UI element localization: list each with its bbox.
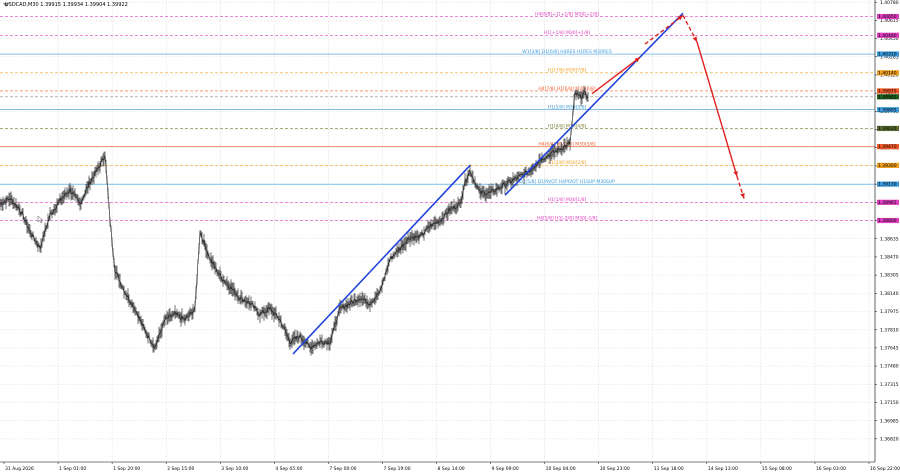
level-label: H1[4/8] M30[4/8] — [548, 123, 587, 129]
level-label: W1[3/8] D1[6/8] H4RES H1RES M30RES — [522, 49, 612, 55]
x-tick-label: 8 Sep 14:00 — [438, 466, 465, 472]
trend-lines — [292, 12, 684, 355]
forecast-arrow-line — [591, 56, 641, 95]
x-tick-label: 1 Sep 20:00 — [113, 466, 140, 472]
price-tag — [877, 125, 899, 132]
price-tag-label: 1.39975 — [878, 89, 897, 95]
x-tick-label: 7 Sep 19:00 — [383, 466, 410, 472]
level-label: H1[1/8] M30[1/8] — [548, 197, 587, 203]
level-label: H1[5/8] M30[5/8] — [548, 105, 587, 111]
price-tag-label: 1.40140 — [878, 70, 897, 76]
trend-line — [504, 12, 684, 196]
forecast-arrows — [591, 14, 745, 199]
price-tag — [877, 88, 899, 94]
y-tick-label: 1.38305 — [880, 273, 899, 279]
x-tick-label: 2 Sep 15:00 — [167, 466, 194, 472]
forecast-arrow-line — [696, 41, 738, 177]
price-tag — [877, 199, 899, 205]
y-tick-label: 1.40615 — [880, 18, 899, 24]
level-label: H1[+1/8] M30[+1/8] — [544, 30, 591, 36]
arrow-head-icon — [677, 15, 683, 21]
y-tick-label: 1.37810 — [880, 327, 899, 333]
level-label: H1[7/8] M30[7/8] — [548, 68, 587, 74]
arrow-head-icon — [634, 57, 640, 63]
price-tag-label: 1.40480 — [878, 33, 897, 39]
price-tag-label: 1.39300 — [878, 163, 897, 169]
arrow-head-icon — [733, 170, 738, 177]
y-tick-label: 1.40285 — [880, 54, 899, 60]
y-tick-label: 1.36820 — [880, 436, 899, 442]
level-label: H4[5/8] H1[-2/8] M30[-2/8] — [537, 215, 598, 221]
y-tick-label: 1.37480 — [880, 364, 899, 370]
y-tick-label: 1.38140 — [880, 291, 899, 297]
x-tick-label: 3 Sep 10:00 — [221, 466, 248, 472]
price-tag — [877, 94, 899, 100]
x-tick-label: 11 Sep 18:00 — [654, 466, 684, 472]
level-label: H4[8/8]+1[+2/8] M30[+2/8] — [535, 11, 599, 17]
price-tag — [877, 51, 899, 57]
forecast-arrow-line — [682, 15, 698, 43]
y-tick-label: 1.38470 — [880, 255, 899, 261]
x-tick-label: 9 Sep 09:00 — [492, 466, 519, 472]
y-tick-label: 1.37645 — [880, 345, 899, 351]
x-tick-label: 10 Sep 04:00 — [546, 466, 576, 472]
time-axis[interactable]: 31 Aug 2026 1 Sep 01:00 1 Sep 20:00 2 Sep 1… — [3, 462, 900, 472]
x-tick-label: 31 Aug 2026 — [5, 466, 34, 472]
y-tick-label: 1.36985 — [880, 418, 899, 424]
price-tag — [877, 217, 899, 224]
arrow-head-icon — [692, 36, 697, 42]
level-label: D1[5/8] D1PIVOT H4PIVOT H1SUP M30SUP — [519, 179, 615, 185]
level-lines: H4[8/8]+1[+2/8] M30[+2/8] H1[+1/8] M30[+1… — [0, 11, 875, 221]
price-tag — [877, 13, 899, 20]
price-tag-label: 1.38800 — [878, 218, 897, 224]
price-series — [0, 85, 589, 356]
chart-shift-marker-icon[interactable] — [3, 3, 9, 7]
y-tick-label: 1.40780 — [880, 0, 899, 6]
x-tick-label: 1 Sep 01:00 — [59, 466, 86, 472]
price-tag-label: 1.39805 — [878, 107, 897, 113]
price-tag — [877, 107, 899, 113]
level-label: H1[2/8] M30[2/8] — [548, 160, 587, 166]
x-tick-label: 14 Sep 13:00 — [708, 466, 738, 472]
price-tag-label: 1.40310 — [878, 52, 897, 58]
y-tick-label: 1.40450 — [880, 36, 899, 42]
x-tick-label: 16 Sep 03:00 — [816, 466, 846, 472]
mouse-cursor-icon — [37, 215, 44, 224]
price-tag-label: 1.39130 — [878, 182, 897, 188]
price-tag-label: 1.39635 — [878, 126, 897, 132]
symbol-ohlc: USDCAD,M30 1.39915 1.39934 1.39904 1.399… — [5, 2, 128, 8]
x-tick-label: 15 Sep 08:00 — [762, 466, 792, 472]
x-tick-label: 10 Sep 23:00 — [600, 466, 630, 472]
y-tick-label: 1.39955 — [880, 91, 899, 97]
price-tag-label: 1.40650 — [878, 14, 897, 20]
price-line — [0, 90, 589, 350]
trend-line — [292, 164, 471, 355]
price-tag-label: 1.39922 — [878, 94, 897, 100]
x-tick-label: 4 Sep 05:00 — [275, 466, 302, 472]
price-tag-label: 1.39470 — [878, 144, 897, 150]
price-tag — [877, 70, 899, 76]
level-label: H4[7/8] H1[6/8] M30[6/8] — [538, 86, 595, 92]
x-tick-label: 7 Sep 00:00 — [329, 466, 356, 472]
forecast-arrow-line — [644, 14, 684, 45]
forecast-arrow-line — [736, 176, 745, 199]
price-tag — [877, 162, 899, 168]
y-tick-label: 1.38635 — [880, 236, 899, 242]
y-tick-label: 1.37975 — [880, 309, 899, 315]
price-tag — [877, 32, 899, 38]
y-tick-label: 1.37150 — [880, 400, 899, 406]
y-tick-label: 1.40120 — [880, 73, 899, 79]
price-tags: 1.40650 1.40480 1.40310 1.40140 1.399751.399… — [877, 13, 899, 224]
price-tag-label: 1.38965 — [878, 200, 897, 206]
price-tag — [877, 181, 899, 187]
x-tick-label: 16 Sep 22:00 — [870, 466, 900, 472]
vertical-grid — [57, 0, 870, 462]
price-tag — [877, 144, 899, 150]
arrow-head-icon — [740, 193, 745, 199]
y-tick-label: 1.37315 — [880, 382, 899, 388]
